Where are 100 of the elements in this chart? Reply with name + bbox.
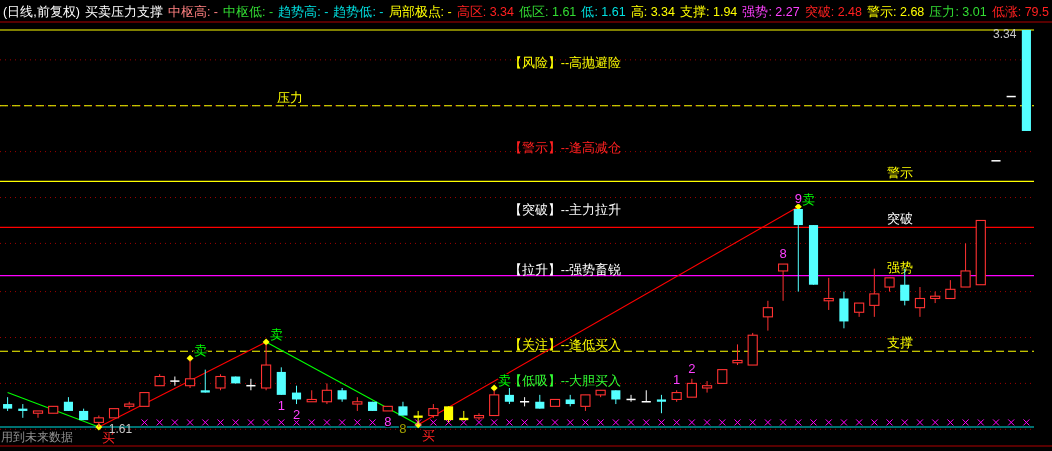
candlestick <box>701 380 713 394</box>
point <box>642 418 650 426</box>
text: 局部极点: - <box>388 5 452 19</box>
point <box>840 418 848 426</box>
ref-line-label: 强势 <box>887 259 913 275</box>
candlestick <box>839 291 849 329</box>
annotation: 8 <box>779 246 787 262</box>
point <box>581 418 589 426</box>
point <box>262 418 270 426</box>
candlestick <box>960 242 971 288</box>
point <box>627 418 635 426</box>
text: 趋势低: - <box>333 5 384 19</box>
point <box>338 418 346 426</box>
ref-line-label: 突破 <box>887 211 913 227</box>
point <box>657 418 665 426</box>
ref-line-label: 支撑 <box>887 335 913 351</box>
point <box>566 418 574 426</box>
point <box>825 418 833 426</box>
point <box>505 418 513 426</box>
point <box>931 418 939 426</box>
text: 警示: 2.68 <box>867 5 925 19</box>
point <box>536 418 544 426</box>
point <box>201 418 209 426</box>
chart-title: (日线,前复权) <box>3 5 80 19</box>
candlestick <box>656 394 667 414</box>
point <box>794 418 802 426</box>
text: 低: 1.61 <box>581 5 626 19</box>
point <box>247 418 255 426</box>
text: 趋势高: - <box>278 4 329 19</box>
text: 低区: 1.61 <box>519 5 577 19</box>
candlestick <box>914 286 926 318</box>
candlestick <box>686 378 697 398</box>
point <box>992 418 1000 426</box>
point <box>749 418 757 426</box>
candlestick <box>945 279 956 300</box>
text: 中枢低: - <box>223 5 274 19</box>
ref-line-label: 警示 <box>887 165 913 181</box>
point <box>216 418 224 426</box>
candlestick <box>869 268 880 318</box>
data-label: 卖 <box>801 191 815 207</box>
point <box>1007 418 1015 426</box>
text: 强势: 2.27 <box>742 5 800 19</box>
text: 高区: 3.34 <box>456 4 515 19</box>
point <box>156 418 164 426</box>
point <box>490 384 498 392</box>
point <box>916 418 924 426</box>
point <box>597 418 605 426</box>
point <box>733 418 741 426</box>
text: 突破: 2.48 <box>804 5 863 19</box>
point <box>764 418 772 426</box>
point <box>718 418 726 426</box>
point <box>308 418 316 426</box>
candlestick <box>200 369 210 394</box>
point <box>870 418 878 426</box>
point <box>429 418 437 426</box>
annotation: 【关注】--逢低买入 <box>508 338 622 353</box>
data-label: 买 <box>421 427 435 443</box>
point <box>673 418 681 426</box>
annotation: 1 <box>673 372 681 388</box>
point <box>140 418 148 426</box>
point <box>612 418 620 426</box>
annotation: 【突破】--主力拉升 <box>508 201 622 217</box>
text: 中枢高: - <box>167 4 219 19</box>
data-label: 卖 <box>269 327 283 343</box>
annotation: 1 <box>277 397 285 413</box>
point <box>855 418 863 426</box>
point <box>277 418 285 426</box>
point <box>688 418 696 426</box>
point <box>901 418 909 426</box>
candlestick <box>762 300 774 332</box>
point <box>946 418 954 426</box>
annotation: 【拉升】--强势畜锐 <box>508 261 622 277</box>
point <box>1022 418 1030 426</box>
point <box>186 418 194 426</box>
text: 压力: 3.01 <box>929 5 987 19</box>
point <box>810 418 818 426</box>
point <box>353 418 361 426</box>
point <box>703 418 711 426</box>
chart-subtitle: 买卖压力支撑 <box>84 5 163 19</box>
point <box>323 418 331 426</box>
candlestick <box>276 366 286 396</box>
annotation: 3.34 <box>993 27 1017 41</box>
annotation: 2 <box>688 360 696 376</box>
text: 支撑: 1.94 <box>680 5 738 19</box>
point <box>962 418 970 426</box>
text: 高: 3.34 <box>630 4 676 19</box>
candlestick <box>732 343 743 366</box>
annotation: 【风险】--高抛避险 <box>508 54 622 70</box>
ref-line-label: 压力 <box>277 89 303 105</box>
candlestick <box>170 376 180 387</box>
point <box>232 418 240 426</box>
annotation: 9 <box>794 190 802 206</box>
point <box>977 418 985 426</box>
candlestick <box>641 389 651 403</box>
point <box>779 418 787 426</box>
text: 用到未来数据 <box>1 430 73 444</box>
point <box>521 418 529 426</box>
annotation: 2 <box>292 407 301 423</box>
candlestick <box>823 277 834 311</box>
point <box>551 418 559 426</box>
